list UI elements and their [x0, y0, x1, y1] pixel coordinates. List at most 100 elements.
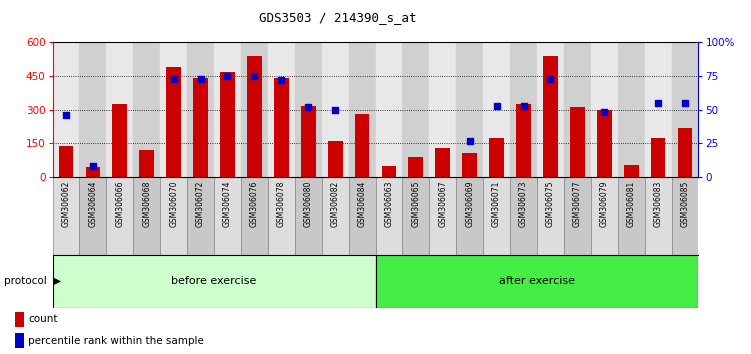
Bar: [80, 177, 107, 255]
Bar: [113, 104, 127, 177]
Bar: [376, 177, 403, 255]
Text: GSM306064: GSM306064: [89, 181, 98, 227]
Bar: [624, 165, 638, 177]
Text: GSM306065: GSM306065: [412, 181, 421, 227]
Bar: [570, 108, 585, 177]
Text: percentile rank within the sample: percentile rank within the sample: [29, 336, 204, 346]
Bar: [430, 177, 457, 255]
Text: GSM306062: GSM306062: [62, 181, 71, 227]
Bar: [650, 138, 665, 177]
Text: GSM306071: GSM306071: [492, 181, 501, 227]
Bar: [489, 138, 504, 177]
Bar: [403, 177, 430, 255]
Text: GSM306072: GSM306072: [196, 181, 205, 227]
Bar: [247, 56, 262, 177]
Bar: [140, 150, 154, 177]
Bar: [160, 42, 187, 177]
Bar: [409, 157, 424, 177]
Bar: [348, 42, 376, 177]
Bar: [597, 110, 611, 177]
Bar: [327, 141, 342, 177]
Bar: [15, 312, 24, 327]
Bar: [348, 177, 376, 255]
Bar: [516, 104, 531, 177]
Bar: [53, 42, 80, 177]
Bar: [268, 42, 295, 177]
Text: GSM306066: GSM306066: [116, 181, 125, 227]
Text: before exercise: before exercise: [171, 276, 257, 286]
Bar: [301, 106, 315, 177]
Bar: [321, 42, 348, 177]
Bar: [644, 177, 671, 255]
Bar: [564, 177, 591, 255]
Bar: [15, 333, 24, 348]
Text: GSM306084: GSM306084: [357, 181, 366, 227]
Bar: [295, 42, 321, 177]
Bar: [241, 177, 268, 255]
Text: GSM306073: GSM306073: [519, 181, 528, 227]
Bar: [483, 177, 510, 255]
Bar: [107, 42, 134, 177]
Bar: [376, 42, 403, 177]
Bar: [537, 177, 564, 255]
Point: [87, 164, 99, 169]
Text: GSM306085: GSM306085: [680, 181, 689, 227]
Bar: [537, 42, 564, 177]
Bar: [53, 255, 376, 308]
Text: GSM306069: GSM306069: [465, 181, 474, 227]
Bar: [59, 145, 74, 177]
Point: [249, 73, 261, 79]
Text: after exercise: after exercise: [499, 276, 575, 286]
Bar: [671, 177, 698, 255]
Point: [490, 103, 502, 109]
Bar: [214, 42, 241, 177]
Bar: [376, 255, 698, 308]
Bar: [510, 177, 537, 255]
Bar: [295, 177, 321, 255]
Bar: [644, 42, 671, 177]
Bar: [564, 42, 591, 177]
Bar: [591, 42, 618, 177]
Point: [167, 76, 179, 82]
Text: GSM306075: GSM306075: [546, 181, 555, 227]
Point: [329, 107, 341, 113]
Bar: [241, 42, 268, 177]
Text: GSM306067: GSM306067: [439, 181, 448, 227]
Bar: [617, 177, 644, 255]
Text: GSM306081: GSM306081: [626, 181, 635, 227]
Bar: [354, 114, 369, 177]
Point: [679, 100, 691, 106]
Text: GSM306082: GSM306082: [330, 181, 339, 227]
Bar: [321, 177, 348, 255]
Point: [60, 112, 72, 118]
Bar: [382, 166, 397, 177]
Text: count: count: [29, 314, 58, 325]
Bar: [268, 177, 295, 255]
Bar: [134, 177, 160, 255]
Bar: [483, 42, 510, 177]
Bar: [214, 177, 241, 255]
Text: GSM306068: GSM306068: [142, 181, 151, 227]
Bar: [53, 177, 80, 255]
Bar: [187, 42, 214, 177]
Bar: [80, 42, 107, 177]
Point: [276, 77, 288, 83]
Bar: [160, 177, 187, 255]
Bar: [436, 148, 450, 177]
Text: GSM306080: GSM306080: [303, 181, 312, 227]
Bar: [187, 177, 214, 255]
Text: GSM306083: GSM306083: [653, 181, 662, 227]
Bar: [220, 72, 235, 177]
Point: [195, 76, 207, 82]
Bar: [166, 67, 181, 177]
Point: [302, 104, 314, 110]
Text: GSM306077: GSM306077: [573, 181, 582, 227]
Bar: [677, 128, 692, 177]
Text: GDS3503 / 214390_s_at: GDS3503 / 214390_s_at: [259, 11, 417, 24]
Point: [517, 103, 529, 109]
Text: GSM306079: GSM306079: [600, 181, 609, 227]
Bar: [107, 177, 134, 255]
Bar: [457, 42, 483, 177]
Point: [222, 73, 234, 79]
Text: GSM306076: GSM306076: [250, 181, 259, 227]
